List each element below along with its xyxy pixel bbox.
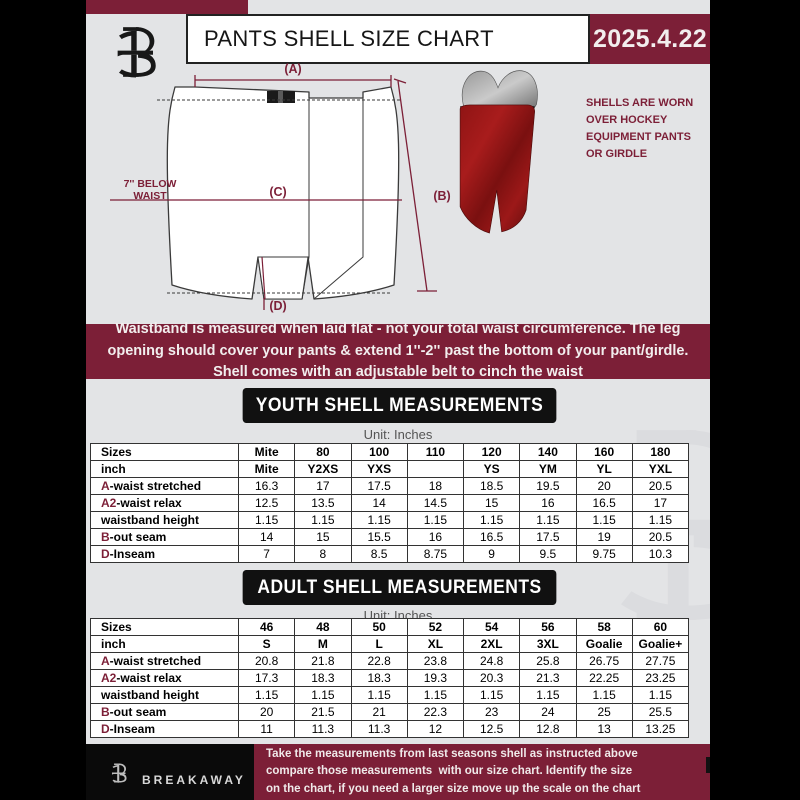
svg-text:(A): (A)	[284, 62, 301, 76]
svg-text:(C): (C)	[269, 185, 286, 199]
svg-text:WAIST: WAIST	[133, 190, 167, 202]
svg-text:(B): (B)	[433, 189, 450, 203]
svg-text:7'' BELOW: 7'' BELOW	[124, 178, 177, 190]
svg-text:(D): (D)	[269, 299, 286, 313]
